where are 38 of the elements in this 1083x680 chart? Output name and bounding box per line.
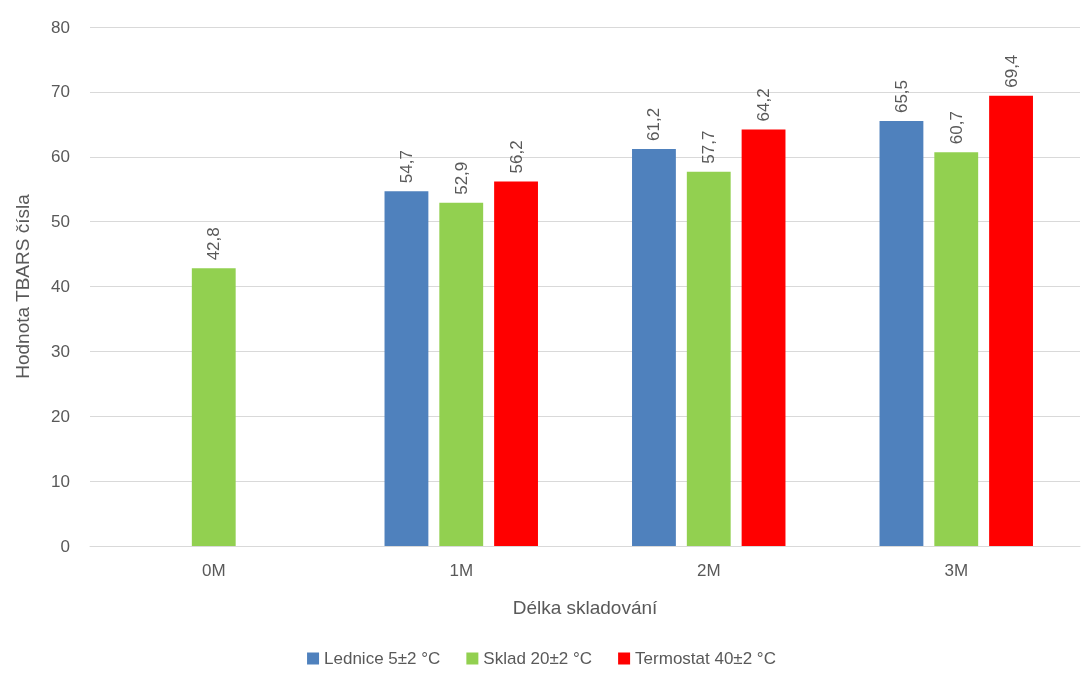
- y-tick-label: 20: [51, 406, 70, 426]
- data-label: 65,5: [891, 79, 911, 114]
- data-label: 56,2: [506, 140, 526, 174]
- x-tick-label: 0M: [201, 561, 226, 580]
- bar: [494, 181, 538, 546]
- y-axis-title: Hodnota TBARS čísla: [12, 193, 33, 379]
- bar: [741, 129, 786, 546]
- data-label: 52,9: [451, 161, 471, 195]
- y-tick-label: 0: [60, 536, 70, 556]
- data-label: 69,4: [1001, 54, 1021, 88]
- y-tick-label: 10: [51, 471, 70, 491]
- y-tick-label: 30: [51, 341, 70, 361]
- bar: [439, 202, 484, 546]
- bar: [934, 152, 979, 546]
- data-label: 54,7: [396, 150, 416, 184]
- bar: [879, 121, 924, 546]
- bar: [632, 148, 676, 546]
- legend-label: Sklad 20±2 °C: [483, 649, 593, 668]
- x-axis-title: Délka skladování: [512, 597, 659, 618]
- legend-label: Termostat 40±2 °C: [635, 649, 776, 668]
- data-label: 60,7: [946, 111, 966, 145]
- bar: [384, 191, 429, 546]
- x-tick-label: 3M: [944, 561, 969, 580]
- y-tick-label: 50: [51, 212, 70, 232]
- x-tick-label: 1M: [449, 561, 474, 580]
- y-tick-label: 70: [51, 82, 70, 102]
- x-tick-label: 2M: [696, 561, 721, 580]
- y-tick-label: 40: [51, 277, 70, 296]
- data-label: 57,7: [699, 130, 719, 164]
- bar: [686, 171, 731, 546]
- y-tick-label: 80: [51, 17, 70, 37]
- data-label: 61,2: [644, 107, 664, 141]
- data-label: 42,8: [204, 227, 224, 261]
- legend-label: Lednice 5±2 °C: [324, 649, 441, 668]
- bar: [191, 268, 236, 546]
- data-label: 64,2: [754, 88, 774, 122]
- bar: [989, 95, 1033, 546]
- y-tick-label: 60: [51, 147, 70, 167]
